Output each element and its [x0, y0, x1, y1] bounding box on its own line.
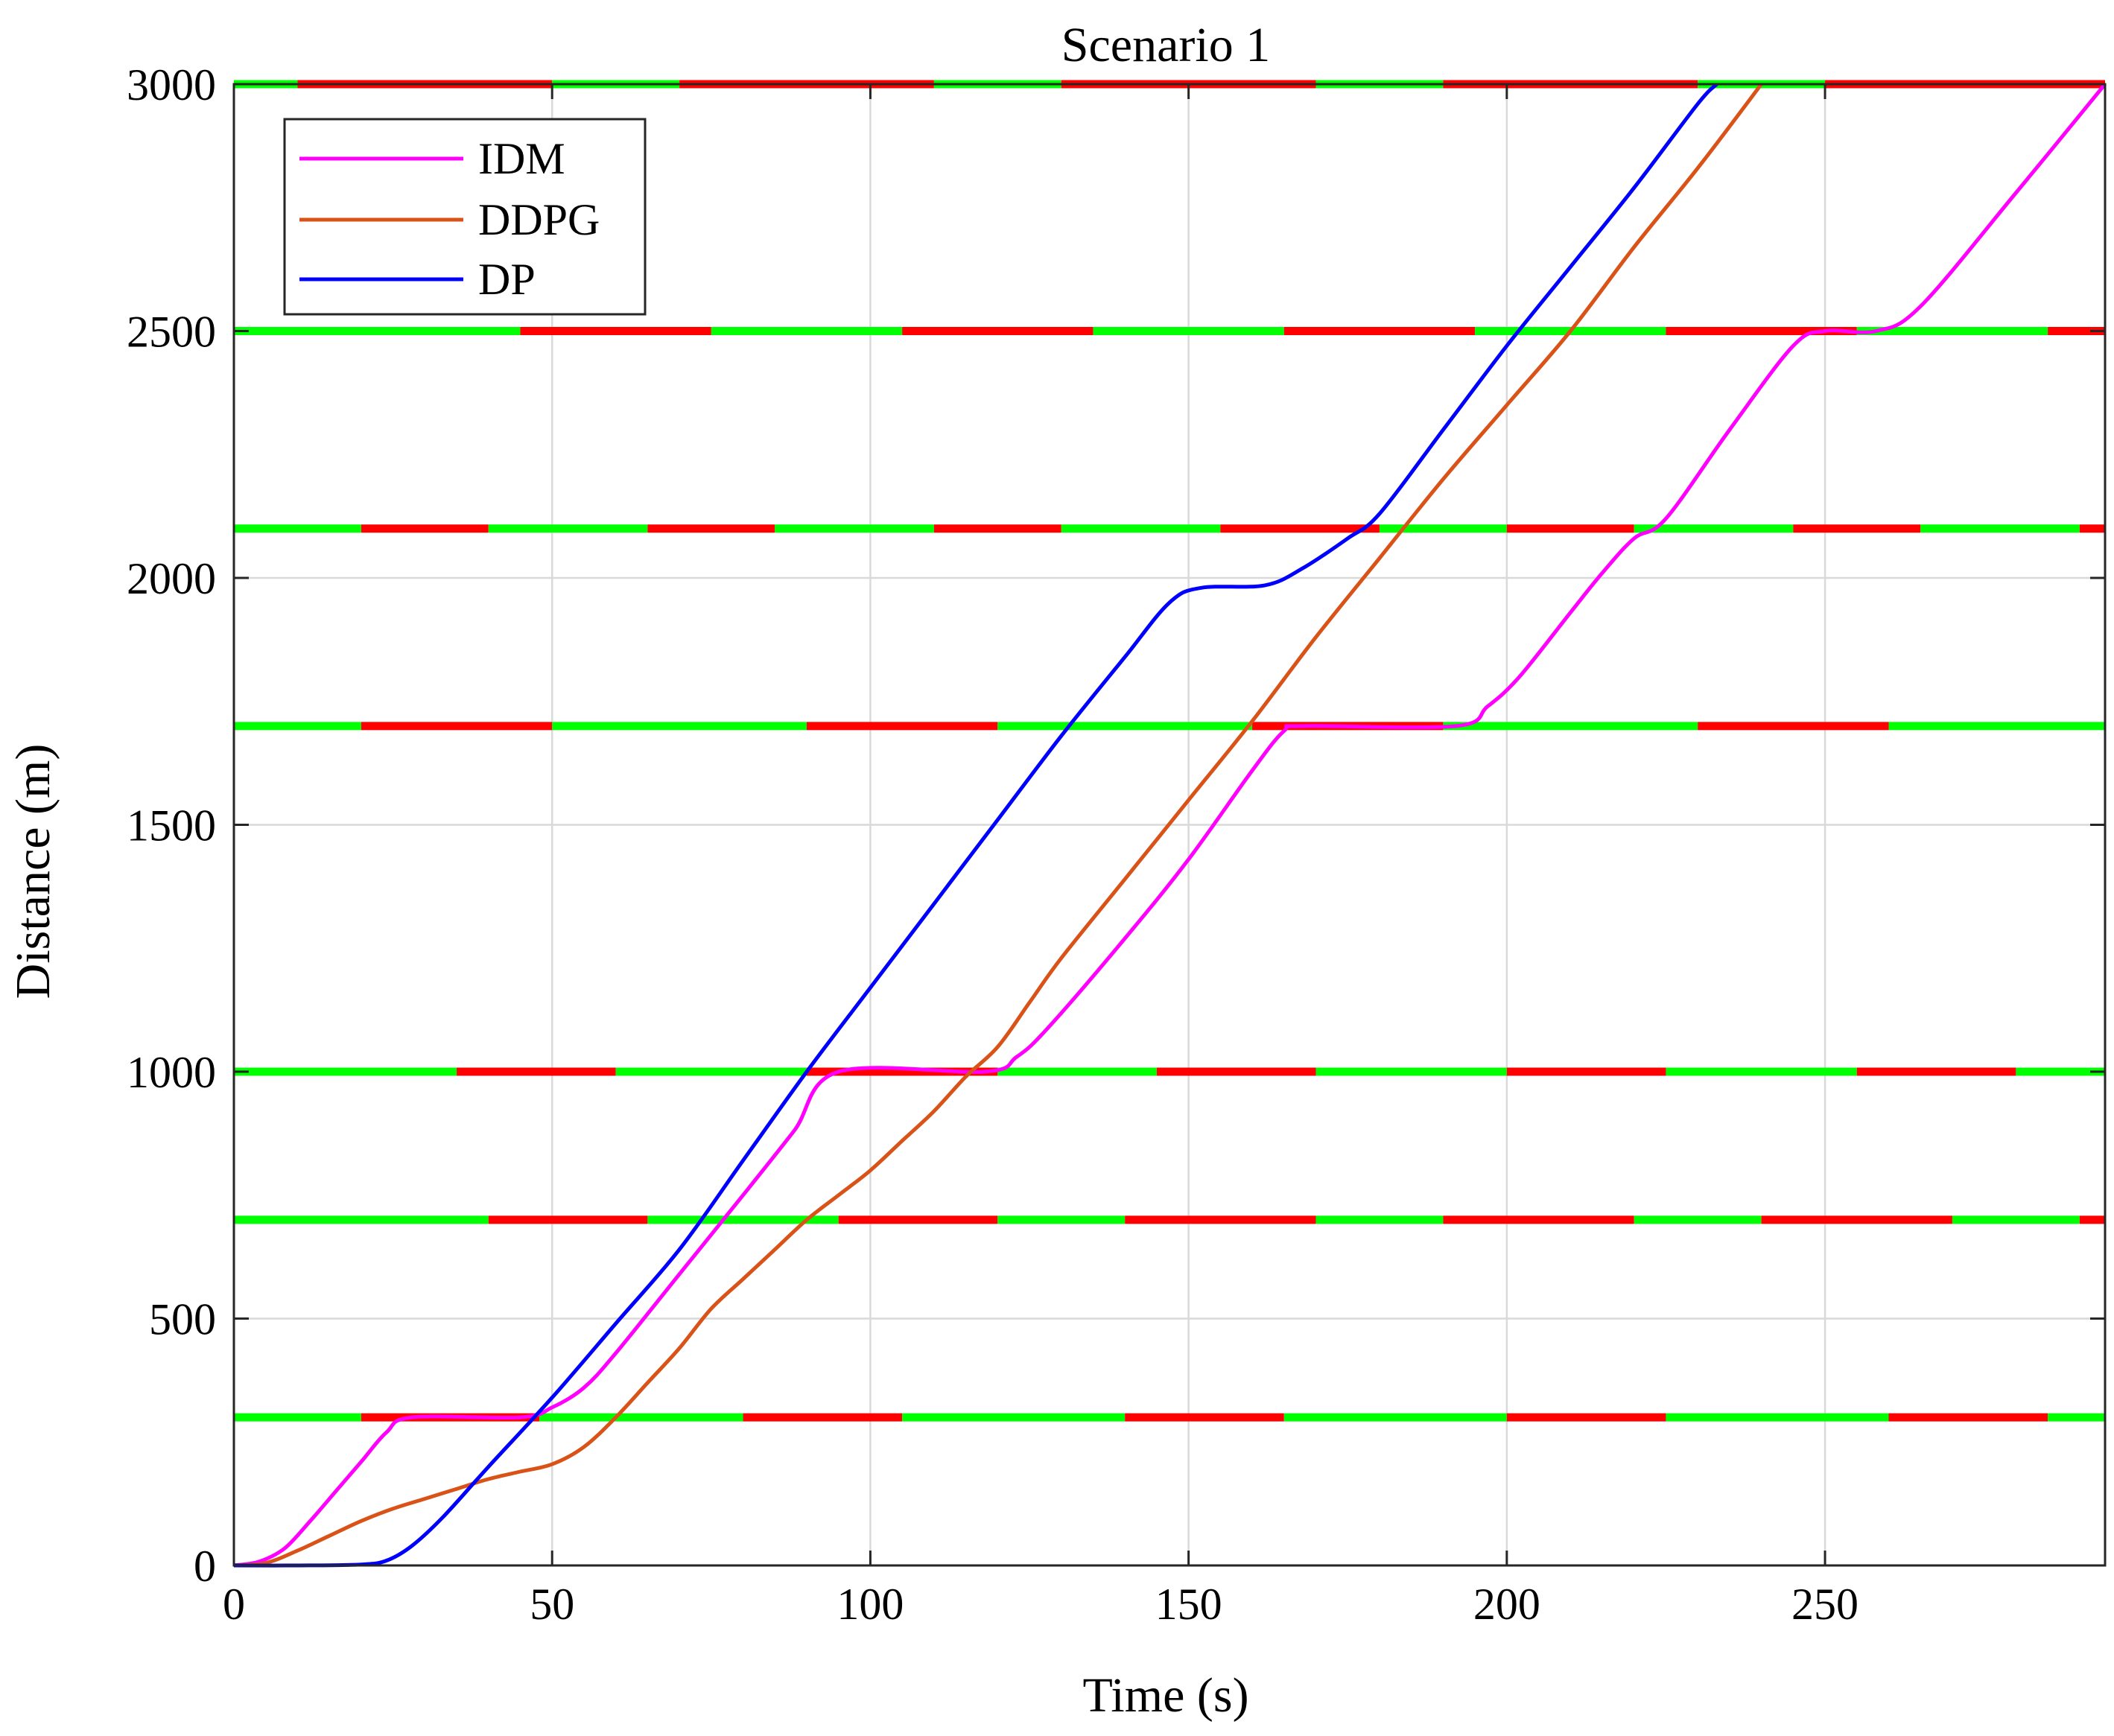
- y-tick-label: 500: [149, 1295, 216, 1344]
- y-tick-label: 1000: [127, 1048, 216, 1097]
- x-tick-label: 200: [1473, 1580, 1540, 1629]
- x-tick-label: 150: [1155, 1580, 1222, 1629]
- legend-label-dp: DP: [478, 255, 536, 304]
- x-tick-label: 100: [837, 1580, 904, 1629]
- series-line-ddpg: [233, 83, 1763, 1568]
- legend-label-ddpg: DDPG: [478, 195, 600, 244]
- series-line-idm: [233, 83, 2107, 1568]
- x-tick-label: 0: [223, 1580, 245, 1629]
- chart-title: Scenario 1: [1061, 18, 1270, 72]
- y-tick-label: 2500: [127, 308, 216, 357]
- legend-box: [283, 118, 647, 316]
- y-tick-label: 0: [194, 1542, 216, 1591]
- y-tick-label: 2000: [127, 554, 216, 603]
- series-layer: [233, 83, 2107, 1568]
- x-tick-label: 50: [530, 1580, 574, 1629]
- y-tick-label: 1500: [127, 801, 216, 850]
- legend: IDM DDPG DP: [283, 118, 647, 316]
- series-line-dp: [233, 83, 1718, 1568]
- y-tick-label: 3000: [127, 60, 216, 109]
- y-axis-label: Distance (m): [6, 744, 60, 999]
- x-tick-label: 250: [1791, 1580, 1859, 1629]
- legend-label-idm: IDM: [478, 134, 565, 183]
- x-axis-label: Time (s): [1082, 1668, 1248, 1723]
